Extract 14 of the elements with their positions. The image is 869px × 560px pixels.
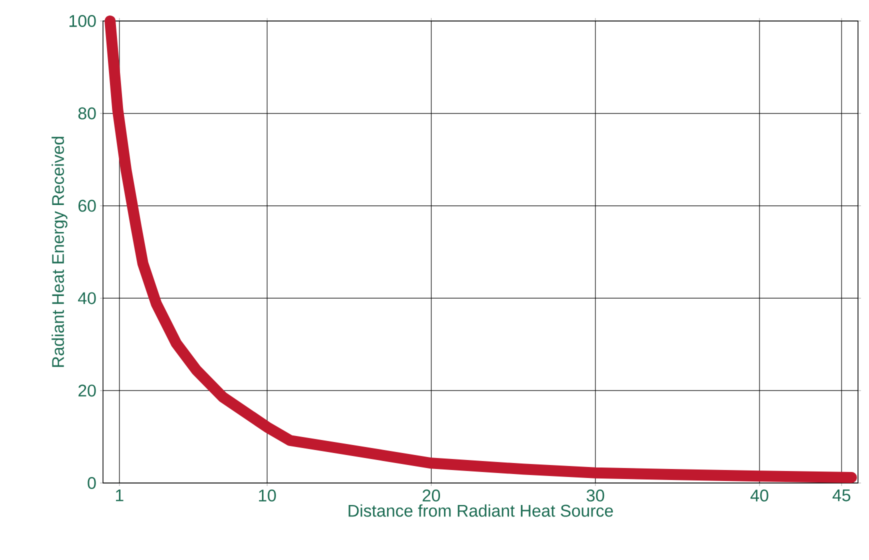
x-tick-label: 1 (116, 490, 124, 502)
y-tick-label: 100 (70, 14, 96, 27)
y-axis-title: Radiant Heat Energy Received (52, 136, 68, 367)
x-tick-label: 45 (832, 490, 850, 502)
x-axis-title: Distance from Radiant Heat Source (348, 504, 613, 517)
x-tick-label: 10 (259, 490, 276, 502)
x-tick-label: 40 (750, 490, 768, 502)
y-tick-label: 80 (78, 107, 96, 120)
y-tick-label: 0 (88, 477, 96, 489)
y-tick-label: 40 (78, 292, 96, 304)
y-tick-label: 60 (78, 200, 96, 212)
x-tick-label: 20 (422, 490, 440, 502)
x-tick-label: 30 (586, 490, 604, 502)
y-tick-label: 20 (78, 384, 96, 397)
